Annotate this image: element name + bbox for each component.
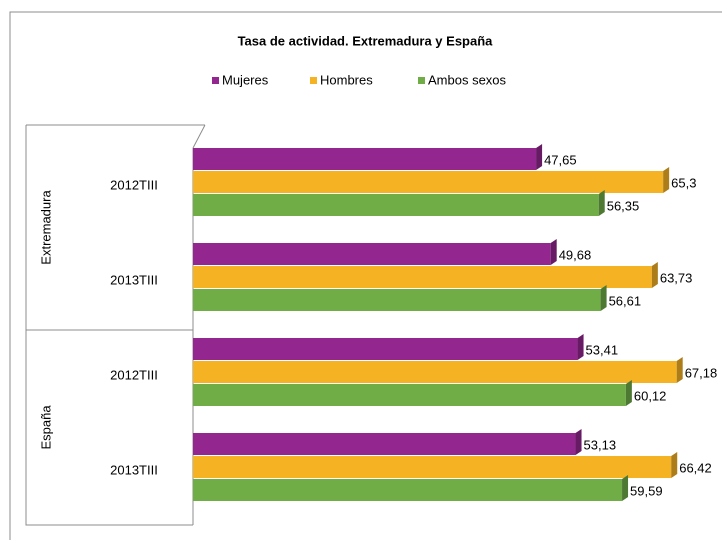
bar [193, 289, 601, 311]
bar-side [550, 239, 557, 265]
value-label: 65,3 [671, 175, 696, 190]
value-label: 53,41 [586, 342, 619, 357]
legend-swatch [212, 77, 219, 84]
category-label: 2013TIII [110, 462, 158, 477]
bar-side [651, 262, 658, 288]
value-label: 47,65 [544, 152, 577, 167]
value-label: 56,35 [607, 198, 640, 213]
category-label: 2012TIII [110, 177, 158, 192]
value-label: 63,73 [660, 270, 693, 285]
bar [193, 243, 551, 265]
legend-swatch [310, 77, 317, 84]
value-label: 60,12 [634, 388, 667, 403]
bar-side [577, 334, 584, 360]
legend-label: Mujeres [222, 72, 269, 87]
chart-title: Tasa de actividad. Extremadura y España [238, 33, 494, 48]
bar [193, 384, 626, 406]
value-label: 67,18 [685, 365, 718, 380]
bar-side [536, 144, 543, 170]
bar-side [671, 452, 678, 478]
value-label: 59,59 [630, 483, 663, 498]
category-label: 2013TIII [110, 272, 158, 287]
bar [193, 338, 578, 360]
legend-swatch [418, 77, 425, 84]
bar-side [625, 380, 632, 406]
bar-side [676, 357, 683, 383]
bar-side [598, 190, 605, 216]
bar [193, 361, 677, 383]
value-label: 56,61 [609, 293, 642, 308]
legend-label: Hombres [320, 72, 373, 87]
value-label: 53,13 [584, 437, 617, 452]
bar-side [622, 475, 629, 501]
value-label: 66,42 [679, 460, 712, 475]
group-label: España [38, 405, 53, 450]
bar [193, 479, 623, 501]
value-label: 49,68 [559, 247, 592, 262]
bar [193, 148, 537, 170]
bar-side [663, 167, 670, 193]
category-frame [25, 124, 206, 526]
bar-side [575, 429, 582, 455]
bar-side [600, 285, 607, 311]
bar [193, 266, 652, 288]
bar [193, 194, 599, 216]
bar [193, 456, 672, 478]
bar [193, 433, 576, 455]
group-label: Extremadura [38, 190, 53, 265]
chart-border [9, 11, 722, 540]
category-label: 2012TIII [110, 367, 158, 382]
bar [193, 171, 664, 193]
legend-label: Ambos sexos [428, 72, 507, 87]
